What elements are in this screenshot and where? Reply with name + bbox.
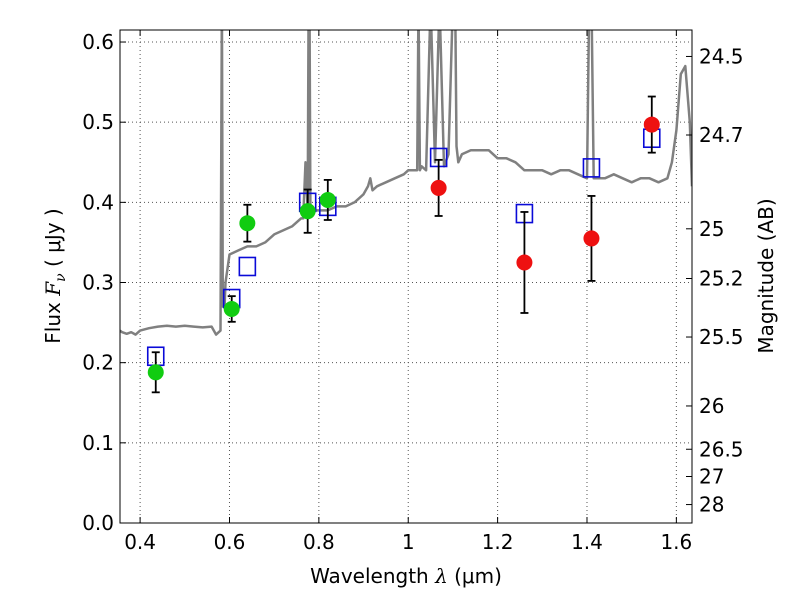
error-bars bbox=[151, 95, 656, 394]
magnitude-tick-label: 25.2 bbox=[699, 267, 744, 291]
x-tick-label: 1.2 bbox=[482, 530, 514, 554]
magnitude-tick-label: 26.5 bbox=[699, 437, 744, 461]
x-tick-label: 0.8 bbox=[303, 530, 335, 554]
model-photometry-box bbox=[582, 158, 601, 178]
observed-point-green bbox=[299, 203, 316, 220]
magnitude-tick-label: 28 bbox=[699, 493, 724, 517]
x-tick-label: 0.6 bbox=[214, 530, 246, 554]
plot-frame bbox=[119, 29, 693, 524]
y-axis-label: Flux Fν ( μJy ) bbox=[41, 208, 69, 343]
magnitude-tick-label: 26 bbox=[699, 394, 724, 418]
magnitude-tick-label: 27 bbox=[699, 465, 724, 489]
y-tick-label: 0.6 bbox=[82, 30, 114, 54]
observed-point-red bbox=[430, 179, 447, 196]
y-axis-ticks: 0.0 0.1 0.2 0.3 0.4 0.5 0.6 bbox=[82, 30, 126, 535]
model-photometry-series bbox=[146, 128, 661, 367]
observed-point-red bbox=[516, 254, 533, 271]
observed-point-green bbox=[239, 215, 256, 232]
model-spectrum-series bbox=[120, 30, 692, 336]
observed-point-red bbox=[643, 116, 660, 133]
observed-point-green bbox=[319, 191, 336, 208]
observed-point-green bbox=[147, 364, 164, 381]
model-spectrum-line bbox=[120, 30, 692, 336]
x-tick-label: 1.6 bbox=[660, 530, 692, 554]
observed-flux-series bbox=[147, 116, 660, 381]
x-tick-label: 1.4 bbox=[571, 530, 603, 554]
x-tick-label: 1 bbox=[402, 530, 415, 554]
magnitude-tick-label: 25 bbox=[699, 217, 724, 241]
model-photometry-box bbox=[238, 256, 257, 277]
x-axis-ticks: 0.4 0.6 0.8 1 1.2 1.4 1.6 bbox=[124, 30, 692, 554]
observed-point-green bbox=[223, 300, 240, 317]
y-tick-label: 0.4 bbox=[82, 190, 114, 214]
y-tick-label: 0.1 bbox=[82, 431, 114, 455]
x-axis-label: Wavelength λ (μm) bbox=[310, 564, 502, 588]
grid-lines bbox=[120, 30, 692, 524]
y-tick-label: 0.5 bbox=[82, 110, 114, 134]
magnitude-tick-label: 25.5 bbox=[699, 325, 744, 349]
observed-point-red bbox=[583, 230, 600, 247]
y-tick-label: 0.0 bbox=[82, 511, 114, 535]
magnitude-tick-label: 24.7 bbox=[699, 123, 744, 147]
magnitude-axis-label: Magnitude (AB) bbox=[754, 198, 778, 353]
y-tick-label: 0.3 bbox=[82, 271, 114, 295]
x-tick-label: 0.4 bbox=[124, 530, 156, 554]
y-tick-label: 0.2 bbox=[82, 351, 114, 375]
magnitude-tick-label: 24.5 bbox=[699, 44, 744, 68]
magnitude-axis-ticks: 24.5 24.7 25 25.2 25.5 26 26.5 27 28 bbox=[686, 44, 744, 517]
